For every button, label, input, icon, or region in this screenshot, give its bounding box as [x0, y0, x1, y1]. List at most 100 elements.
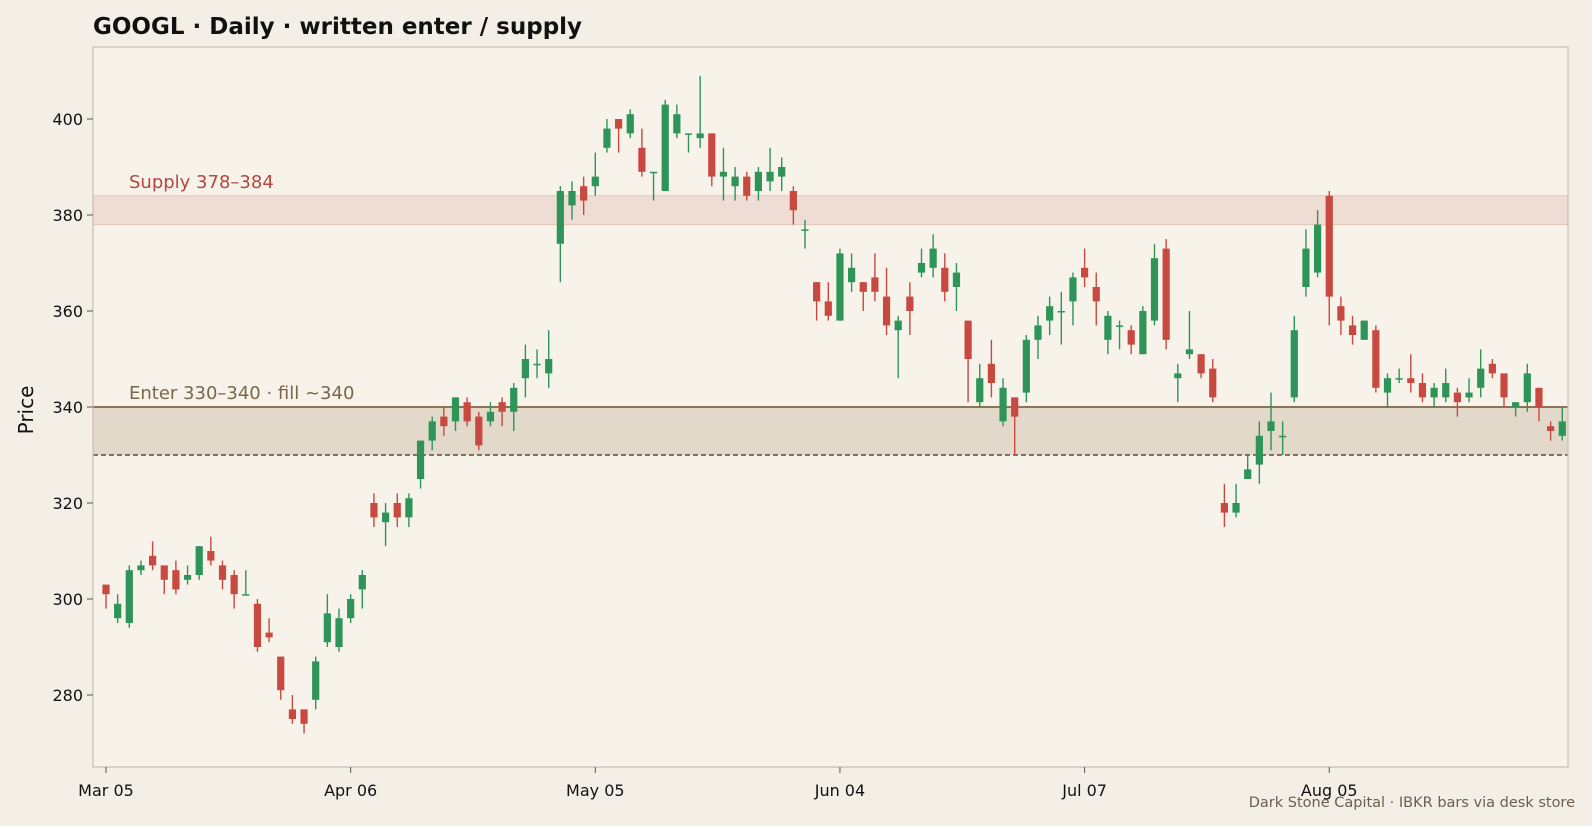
candle-body — [1547, 426, 1555, 431]
candle-body — [125, 570, 133, 623]
candle — [626, 109, 634, 139]
candle-body — [1314, 224, 1322, 273]
candle — [882, 267, 891, 335]
data-source-credit: Dark Stone Capital · IBKR bars via desk … — [1249, 795, 1575, 811]
candle — [1220, 483, 1228, 527]
y-tick-label: 280 — [52, 686, 83, 705]
candle-body — [428, 421, 436, 441]
candle — [1162, 239, 1170, 350]
x-tick-label: Jul 07 — [1061, 781, 1107, 800]
candle — [218, 560, 227, 590]
candle-body — [1162, 248, 1170, 340]
candle — [591, 152, 599, 196]
candle-body — [929, 248, 937, 268]
candle-body — [498, 402, 506, 412]
candle-body — [789, 191, 797, 211]
candle — [149, 541, 157, 571]
candle — [603, 119, 611, 153]
candle — [708, 133, 716, 187]
candle-body — [556, 191, 564, 244]
candle-body — [871, 277, 879, 292]
candle — [160, 565, 168, 595]
candle-body — [1558, 421, 1566, 436]
candle — [1512, 402, 1520, 417]
candle — [1127, 325, 1135, 355]
candle — [836, 248, 844, 321]
y-tick-label: 400 — [52, 110, 83, 129]
candle-body — [1348, 325, 1357, 335]
candle-body — [160, 565, 168, 580]
candle — [568, 181, 576, 220]
candle — [580, 176, 588, 215]
candle — [533, 349, 541, 379]
candle — [1290, 315, 1298, 403]
candle-body — [708, 133, 716, 177]
candle-body — [906, 296, 914, 311]
candle — [941, 253, 949, 302]
candle-body — [859, 282, 867, 292]
candle — [1325, 191, 1333, 326]
candle — [952, 263, 961, 311]
candle-body — [358, 575, 366, 590]
candle — [1395, 368, 1403, 383]
candle — [673, 104, 681, 139]
candle — [1150, 243, 1159, 326]
candle — [1372, 325, 1380, 393]
candle — [1022, 335, 1030, 403]
candle — [813, 282, 821, 321]
candle-body — [207, 551, 215, 561]
y-tick-label: 360 — [52, 302, 83, 321]
zone-label-0: Supply 378–384 — [129, 172, 274, 193]
candle-body — [1034, 325, 1042, 340]
candle-body — [1418, 383, 1427, 398]
candle-body — [1360, 320, 1368, 340]
candle-body — [265, 632, 273, 638]
y-axis-title: Price — [14, 386, 38, 435]
candle-body — [1383, 378, 1392, 393]
candle — [1081, 248, 1089, 287]
x-tick-label: Jun 04 — [814, 781, 865, 800]
candle-body — [1069, 277, 1077, 302]
candle-body — [615, 119, 623, 129]
candle-body — [638, 147, 646, 172]
candle-body — [1209, 368, 1217, 398]
candle-body — [952, 272, 961, 287]
x-tick-label: May 05 — [566, 781, 625, 800]
candle-body — [824, 301, 832, 316]
candle-body — [766, 171, 774, 182]
candle — [102, 584, 110, 609]
candle — [416, 440, 425, 489]
candle-body — [743, 176, 751, 196]
x-tick-label: Apr 06 — [324, 781, 377, 800]
candle — [300, 709, 308, 734]
candle-body — [987, 363, 995, 383]
candle — [1069, 272, 1077, 326]
candle — [1407, 354, 1415, 393]
candle — [230, 570, 238, 609]
candle-body — [475, 416, 483, 446]
candle — [463, 397, 471, 427]
candle — [719, 147, 728, 201]
chart-title: GOOGL · Daily · written enter / supply — [93, 14, 582, 40]
candle — [1337, 296, 1345, 335]
candle-body — [1127, 330, 1135, 345]
candle — [137, 560, 145, 575]
candle — [778, 157, 786, 191]
candle — [1348, 315, 1357, 345]
candle-body — [545, 359, 553, 374]
candle — [1011, 397, 1019, 455]
candle-body — [114, 603, 122, 619]
candle-body — [370, 503, 378, 518]
candle — [684, 133, 693, 153]
candle — [1477, 349, 1485, 398]
candles-layer — [102, 75, 1566, 734]
candle-body — [137, 565, 145, 571]
candle-body — [183, 575, 192, 580]
candle-body — [416, 440, 425, 479]
x-axis: Mar 05 Apr 06 May 05 Jun 04 Jul 07 Aug 05 — [78, 767, 1358, 800]
candle-body — [253, 603, 262, 647]
candle — [1430, 383, 1438, 407]
candle-body — [1244, 469, 1252, 479]
candle — [1383, 373, 1392, 407]
candle-body — [649, 171, 658, 174]
